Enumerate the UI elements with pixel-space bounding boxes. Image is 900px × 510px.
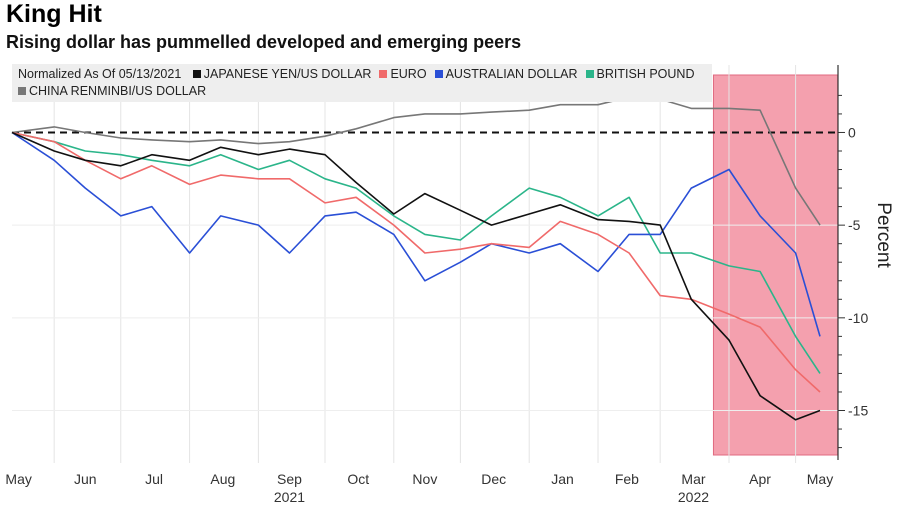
y-tick-label: -5 (848, 217, 861, 233)
legend-label: EURO (390, 67, 427, 81)
x-tick-label: Jun (74, 471, 97, 487)
series-lines (11, 96, 821, 421)
x-tick-label: Jul (145, 471, 163, 487)
axes: 0 -5 -10 -15 May Jun Jul Aug Sep Oct Nov Dec Jan Feb M… (5, 65, 868, 505)
x-tick-label: Jan (551, 471, 574, 487)
legend-item: CHINA RENMINBI/US DOLLAR (18, 83, 206, 100)
legend-item: BRITISH POUND (585, 66, 695, 83)
legend-label: BRITISH POUND (596, 67, 695, 81)
x-tick-label: Feb (615, 471, 639, 487)
legend-swatch (585, 70, 594, 78)
series-line-china-renminbi-us-dollar (11, 96, 821, 226)
legend-item: JAPANESE YEN/US DOLLAR (192, 66, 372, 83)
gridlines (12, 65, 838, 463)
series-line-australian-dollar (11, 131, 821, 337)
x-tick-label: Sep (277, 471, 302, 487)
x-year-label: 2022 (678, 489, 709, 505)
legend-label: CHINA RENMINBI/US DOLLAR (29, 84, 207, 98)
x-year-label: 2021 (274, 489, 305, 505)
y-axis-label: Percent (873, 202, 894, 268)
legend-swatch (18, 87, 26, 95)
chart-subtitle: Rising dollar has pummelled developed an… (6, 32, 522, 52)
legend-item: EURO (379, 66, 427, 83)
x-tick-label: May (5, 471, 31, 487)
x-tick-label: Nov (412, 471, 437, 487)
x-tick-label: Mar (681, 471, 705, 487)
legend-swatch (379, 70, 388, 78)
series-line-japanese-yen-us-dollar (11, 131, 821, 421)
legend-label: AUSTRALIAN DOLLAR (445, 67, 578, 81)
highlight-region (712, 74, 839, 456)
x-tick-label: Aug (210, 471, 235, 487)
x-tick-label: Dec (481, 471, 506, 487)
y-tick-label: -10 (848, 310, 868, 326)
series-line-euro (11, 131, 821, 393)
legend-label: JAPANESE YEN/US DOLLAR (203, 67, 372, 81)
legend: Normalized As Of 05/13/2021 JAPANESE YEN… (12, 64, 712, 102)
legend-item: AUSTRALIAN DOLLAR (434, 66, 578, 83)
x-tick-label: Oct (347, 471, 369, 487)
x-tick-label: May (807, 471, 833, 487)
legend-swatch (434, 70, 443, 78)
chart-title: King Hit (6, 0, 102, 28)
y-tick-label: -15 (848, 403, 868, 419)
series-line-british-pound (11, 131, 821, 374)
legend-swatch (192, 70, 201, 78)
x-tick-label: Apr (749, 471, 771, 487)
y-tick-label: 0 (848, 124, 856, 140)
legend-note: Normalized As Of 05/13/2021 (18, 67, 182, 81)
